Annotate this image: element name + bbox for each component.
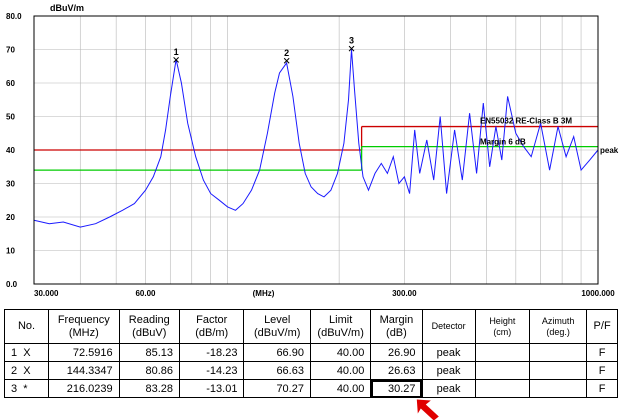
cell-height [474, 343, 530, 362]
cell-azimuth [528, 379, 588, 398]
y-tick-label: 30 [6, 180, 15, 189]
col-no: No. [4, 309, 49, 344]
axis-ticks: 80.0 70 60 50 40 30 20 10 0.0 dBuV/m 30.000 60.00 (M… [6, 3, 615, 298]
peak-series-line [33, 49, 599, 228]
table-row: 1 X 72.5916 85.13 -18.23 66.90 40.00 26.… [4, 343, 618, 362]
plot-frame [33, 15, 599, 285]
y-tick-label: 70 [6, 46, 15, 55]
marker-x [283, 57, 290, 64]
cell-reading: 85.13 [118, 343, 180, 362]
margin-line-label: Margin 6 dB [480, 138, 526, 147]
x-axis-label: (MHz) [253, 289, 275, 298]
emission-chart: 80.0 70 60 50 40 30 20 10 0.0 dBuV/m 30.000 60.00 (M… [6, 3, 619, 298]
line-labels: peak EN55032 RE-Class B 3M Margin 6 dB [480, 117, 619, 155]
col-reading: Reading (dBuV) [118, 309, 180, 344]
cell-limit: 40.00 [309, 379, 372, 398]
table-header-row: No. Frequency (MHz) Reading (dBuV) Factor(… [4, 309, 618, 344]
cell-detector: peak [421, 343, 476, 362]
cell-height [474, 361, 530, 380]
table-row: 2 X 144.3347 80.86 -14.23 66.63 40.00 26… [4, 361, 618, 380]
cell-margin: 26.90 [370, 343, 423, 362]
table-row: 3 * 216.0239 83.28 -13.01 70.27 40.00 30… [4, 379, 618, 398]
row-no: 2 X [4, 361, 49, 380]
measurement-table: No. Frequency (MHz) Reading (dBuV) Factor(… [4, 309, 618, 398]
peak-marker: 1 [173, 47, 179, 63]
col-limit: Limit (dBuV/m) [309, 309, 372, 344]
col-azimuth: Azimuth (deg.) [528, 309, 588, 344]
cell-azimuth [528, 361, 588, 380]
cell-reading: 80.86 [118, 361, 180, 380]
cell-azimuth [528, 343, 588, 362]
y-tick-label: 10 [6, 247, 15, 256]
y-tick-label: 20 [6, 213, 15, 222]
cell-factor: -13.01 [178, 379, 245, 398]
limit-lines [34, 125, 598, 171]
cell-limit: 40.00 [309, 343, 372, 362]
cell-detector: peak [421, 379, 476, 398]
x-tick-label: 1000.000 [581, 289, 615, 298]
marker-label: 1 [174, 47, 179, 57]
col-pf: P/F [586, 309, 618, 344]
limit-line-label: EN55032 RE-Class B 3M [480, 117, 572, 126]
cell-frequency: 144.3347 [48, 361, 120, 380]
y-tick-label: 0.0 [6, 280, 18, 289]
y-tick-label: 40 [6, 146, 15, 155]
row-no: 1 X [4, 343, 49, 362]
cell-level: 70.27 [243, 379, 311, 398]
peak-marker: 3 [348, 36, 355, 52]
peak-marker: 2 [283, 48, 290, 64]
marker-label: 2 [284, 48, 289, 58]
y-tick-label: 80.0 [6, 12, 22, 21]
cell-frequency: 216.0239 [48, 379, 120, 398]
cell-height [474, 379, 530, 398]
cell-pf: F [586, 361, 618, 380]
x-tick-label: 300.00 [392, 289, 417, 298]
col-factor: Factor (dB/m) [178, 309, 245, 344]
cell-pf: F [586, 343, 618, 362]
col-level: Level (dBuV/m) [243, 309, 311, 344]
cell-factor: -14.23 [178, 361, 245, 380]
cell-reading: 83.28 [118, 379, 180, 398]
cell-margin: 26.63 [370, 361, 423, 380]
col-frequency: Frequency (MHz) [48, 309, 120, 344]
cell-frequency: 72.5916 [48, 343, 120, 362]
x-tick-label: 60.00 [135, 289, 156, 298]
col-margin: Margin (dB) [370, 309, 423, 344]
cell-detector: peak [421, 361, 476, 380]
col-detector: Detector [421, 309, 476, 344]
cell-factor: -18.23 [178, 343, 245, 362]
y-axis-label: dBuV/m [50, 3, 84, 13]
cell-level: 66.90 [243, 343, 311, 362]
cell-limit: 40.00 [309, 361, 372, 380]
marker-x [173, 57, 179, 63]
y-tick-label: 50 [6, 113, 15, 122]
marker-label: 3 [349, 36, 354, 46]
col-height: Height (cm) [474, 309, 530, 344]
cell-pf: F [586, 379, 618, 398]
peak-markers: 1 2 3 [173, 36, 355, 64]
row-no: 3 * [4, 379, 49, 398]
marker-x [348, 45, 355, 52]
x-tick-label: 30.000 [34, 289, 59, 298]
cell-margin-highlighted: 30.27 [370, 379, 423, 398]
cell-level: 66.63 [243, 361, 311, 380]
y-tick-label: 60 [6, 79, 15, 88]
series-label: peak [600, 146, 619, 155]
